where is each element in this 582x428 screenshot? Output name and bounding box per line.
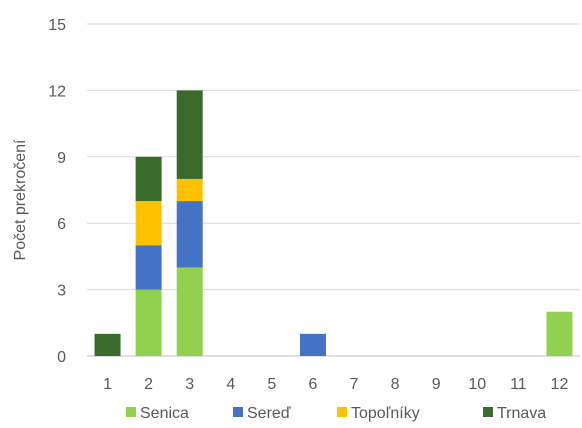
bar-senica-12 [546, 311, 573, 356]
bar-senica-2 [135, 289, 162, 356]
y-tick-labels: 0 3 6 9 12 15 [48, 17, 66, 366]
y-tick-label: 15 [48, 17, 66, 34]
bar-trnava-3 [176, 90, 203, 179]
legend-swatch-trnava [483, 407, 493, 417]
legend-label-sereď: Sereď [247, 405, 291, 422]
x-tick-label: 3 [185, 376, 194, 393]
legend-swatch-senica [126, 407, 136, 417]
bars [94, 90, 573, 356]
x-tick-label: 11 [510, 376, 527, 393]
bar-trnava-2 [135, 156, 162, 202]
bar-trnava-1 [94, 333, 121, 356]
x-tick-label: 10 [468, 376, 486, 393]
gridlines [87, 23, 580, 357]
x-tick-label: 2 [144, 376, 153, 393]
legend: Senica Sereď Topoľníky Trnava [126, 405, 546, 422]
y-tick-label: 9 [57, 150, 66, 167]
x-tick-label: 6 [309, 376, 318, 393]
bar-sereď-3 [176, 201, 203, 268]
x-tick-labels: 1 2 3 4 5 6 7 8 9 10 11 12 [103, 376, 568, 393]
x-tick-label: 4 [226, 376, 235, 393]
legend-label-trnava: Trnava [497, 405, 546, 422]
legend-label-senica: Senica [140, 405, 189, 422]
x-tick-label: 7 [350, 376, 359, 393]
bar-sereď-6 [299, 333, 326, 356]
x-tick-label: 1 [103, 376, 112, 393]
legend-swatch-topoľníky [337, 407, 347, 417]
bar-senica-3 [176, 267, 203, 356]
y-tick-label: 0 [57, 349, 66, 366]
y-tick-label: 12 [48, 83, 66, 100]
x-tick-label: 8 [391, 376, 400, 393]
legend-swatch-sereď [233, 407, 243, 417]
x-tick-label: 9 [432, 376, 441, 393]
y-tick-label: 6 [57, 216, 66, 233]
x-tick-label: 12 [551, 376, 569, 393]
bar-sereď-2 [135, 245, 162, 290]
legend-label-topoľníky: Topoľníky [351, 405, 420, 422]
bar-topoľníky-3 [176, 178, 203, 202]
bar-topoľníky-2 [135, 201, 162, 246]
y-tick-label: 3 [57, 283, 66, 300]
y-axis-title: Počet prekročení [12, 139, 29, 261]
x-tick-label: 5 [267, 376, 276, 393]
